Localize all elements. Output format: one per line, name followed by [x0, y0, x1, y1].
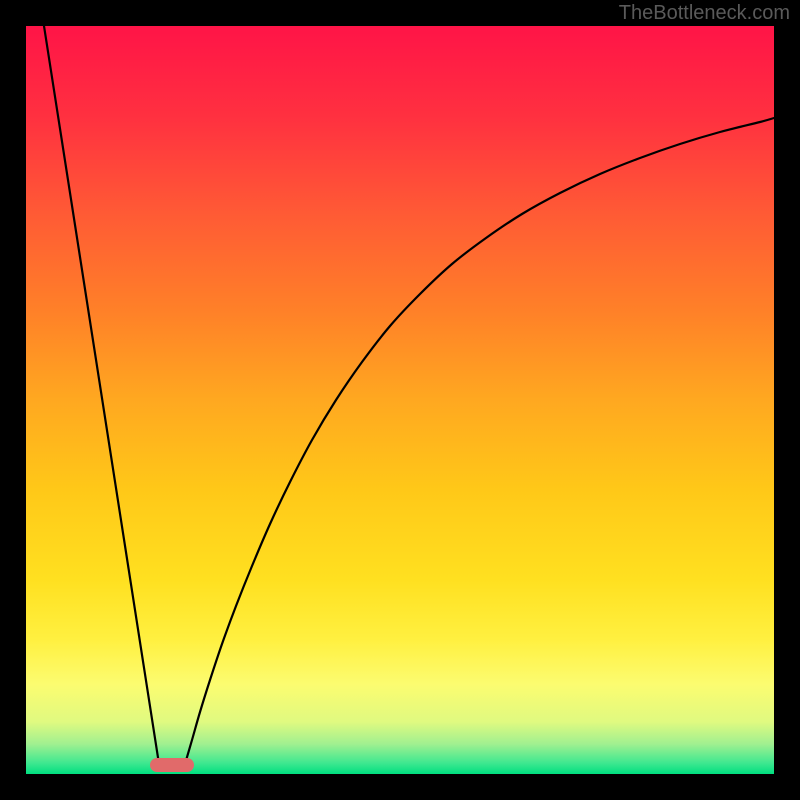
bottleneck-chart [0, 0, 800, 800]
watermark-text: TheBottleneck.com [619, 2, 790, 25]
chart-background [26, 26, 774, 774]
optimal-marker [150, 758, 194, 772]
chart-container: TheBottleneck.com [0, 0, 800, 800]
